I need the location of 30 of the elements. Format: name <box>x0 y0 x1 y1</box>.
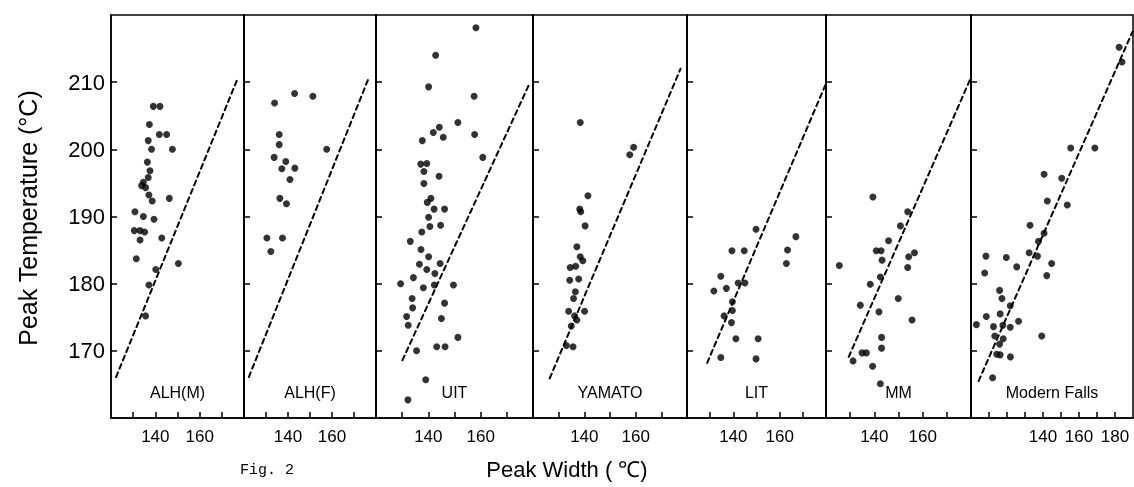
annotation: Modern Falls <box>1005 383 1099 401</box>
x-tick-label: 140 <box>1028 427 1058 446</box>
x-tick-label: 140 <box>860 427 889 446</box>
y-tick-label: 190 <box>68 204 105 229</box>
y-axis-title: Peak Temperature (°C) <box>13 90 43 346</box>
x-tick-label: 160 <box>621 427 650 446</box>
x-tick-label: 160 <box>317 427 347 446</box>
x-tick-label: 140 <box>414 427 443 446</box>
annotation: YAMATO <box>577 383 643 401</box>
annotation: UIT <box>441 383 468 401</box>
y-tick-label: 200 <box>68 136 105 162</box>
annotation: LIT <box>744 383 769 401</box>
x-tick-label: 180 <box>1100 427 1130 446</box>
annotation: ALH(F) <box>284 383 336 401</box>
y-tick-label: 210 <box>68 69 105 95</box>
x-tick-label: 140 <box>570 427 599 446</box>
x-axis-title: Peak Width ( ℃) <box>486 456 648 483</box>
x-tick-label: 160 <box>466 427 495 446</box>
x-tick-label: 160 <box>185 427 214 446</box>
x-tick-label: 160 <box>1064 427 1094 446</box>
annotation: MM <box>885 383 912 401</box>
x-tick-label: 140 <box>719 427 748 446</box>
x-tick-label: 140 <box>273 427 303 446</box>
x-tick-label: 140 <box>141 427 170 446</box>
y-tick-label: 170 <box>68 338 105 364</box>
y-tick-label: 180 <box>68 271 105 297</box>
annotation: ALH(M) <box>149 383 206 401</box>
x-tick-label: 160 <box>908 427 937 446</box>
x-tick-label: 160 <box>765 427 794 446</box>
caption: Fig. 2 <box>240 462 295 479</box>
